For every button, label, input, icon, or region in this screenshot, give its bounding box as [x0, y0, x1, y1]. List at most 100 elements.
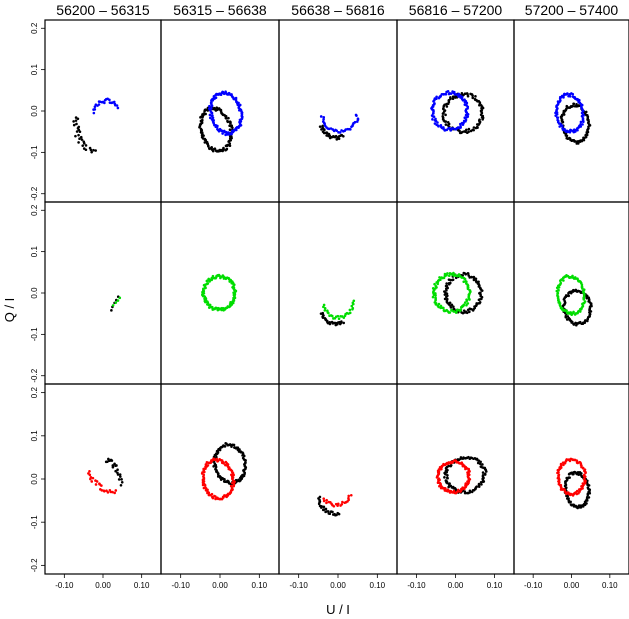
data-point — [111, 304, 115, 307]
x-tick-label: -0.10 — [55, 581, 74, 590]
data-point — [560, 124, 564, 128]
reference-point — [481, 474, 485, 477]
reference-point — [466, 94, 470, 98]
reference-point — [575, 103, 578, 106]
data-point — [556, 116, 560, 119]
data-point — [352, 299, 356, 303]
data-point — [91, 476, 95, 480]
data-point — [581, 123, 584, 126]
data-point — [230, 95, 234, 98]
data-point — [224, 463, 227, 467]
data-point — [464, 118, 468, 122]
reference-point — [473, 97, 477, 101]
reference-point — [567, 497, 570, 500]
data-point — [322, 499, 326, 503]
reference-point — [72, 120, 75, 123]
data-point — [581, 117, 585, 120]
reference-point — [562, 109, 566, 113]
data-point — [433, 282, 436, 286]
data-point — [579, 125, 583, 128]
reference-point — [461, 130, 464, 134]
data-point — [351, 306, 355, 310]
data-point — [113, 102, 117, 106]
data-point — [443, 272, 447, 276]
reference-point — [465, 311, 469, 315]
data-point — [579, 120, 583, 124]
data-point — [466, 302, 470, 305]
reference-point — [443, 297, 447, 301]
reference-point — [228, 120, 232, 123]
reference-point — [324, 507, 328, 511]
axis-ticks: -0.2 -0.1 0.0 0.1 0.2 -0.2 -0.1 0.0 0.1 0.2 -0.2 -0… — [30, 22, 618, 590]
data-point — [338, 131, 342, 134]
data-point — [438, 466, 442, 469]
data-point — [459, 96, 462, 99]
panel-frame — [278, 201, 398, 385]
data-point — [445, 90, 448, 94]
x-tick-label: 0.00 — [564, 581, 580, 590]
reference-point — [77, 133, 80, 137]
data-point — [327, 311, 330, 315]
data-point — [239, 108, 243, 112]
data-point — [465, 303, 468, 307]
reference-point — [585, 502, 588, 505]
reference-point — [477, 482, 481, 486]
panel-r2-c5 — [513, 201, 629, 385]
data-point — [557, 480, 561, 484]
data-point — [93, 105, 97, 109]
reference-point — [574, 140, 577, 143]
reference-point — [446, 481, 449, 485]
data-point — [437, 125, 440, 128]
reference-point — [199, 116, 202, 119]
x-tick-label: -0.10 — [172, 581, 191, 590]
data-point — [456, 488, 460, 492]
reference-point — [120, 478, 123, 481]
data-point — [94, 483, 98, 486]
reference-point — [450, 303, 454, 307]
reference-point — [443, 293, 447, 296]
data-point — [437, 305, 440, 309]
reference-point — [214, 465, 218, 469]
data-point — [323, 309, 327, 312]
reference-point — [78, 130, 82, 133]
x-axis-label: U / I — [326, 602, 350, 617]
y-tick-label: 0.1 — [30, 430, 39, 442]
data-point — [322, 118, 325, 121]
data-point — [205, 461, 209, 464]
x-tick-label: -0.10 — [407, 581, 426, 590]
reference-point — [203, 141, 207, 144]
reference-point — [116, 468, 119, 472]
data-point — [100, 484, 103, 487]
reference-point — [445, 292, 449, 295]
reference-point — [111, 464, 115, 467]
data-point — [114, 489, 118, 492]
data-point — [460, 97, 464, 101]
data-point — [88, 473, 92, 477]
data-point — [116, 299, 120, 302]
data-point — [572, 310, 575, 314]
reference-point — [585, 296, 589, 300]
x-tick-label: -0.10 — [290, 581, 309, 590]
reference-point — [323, 128, 326, 132]
reference-point — [72, 123, 76, 127]
reference-point — [479, 465, 483, 468]
reference-point — [441, 112, 445, 115]
reference-point — [241, 456, 245, 460]
data-point — [322, 305, 325, 309]
data-point — [229, 484, 233, 488]
reference-point — [213, 147, 217, 151]
data-point — [577, 101, 581, 104]
reference-point — [460, 91, 464, 95]
reference-point — [478, 118, 481, 121]
reference-point — [567, 472, 571, 476]
reference-point — [224, 441, 227, 445]
data-point — [95, 480, 99, 483]
panel-frame — [513, 383, 629, 575]
data-point — [351, 301, 355, 305]
data-point — [581, 109, 585, 113]
data-point — [465, 282, 468, 285]
reference-point — [222, 146, 225, 150]
column-title-5: 57200 – 57400 — [525, 2, 619, 18]
data-point — [438, 478, 441, 482]
